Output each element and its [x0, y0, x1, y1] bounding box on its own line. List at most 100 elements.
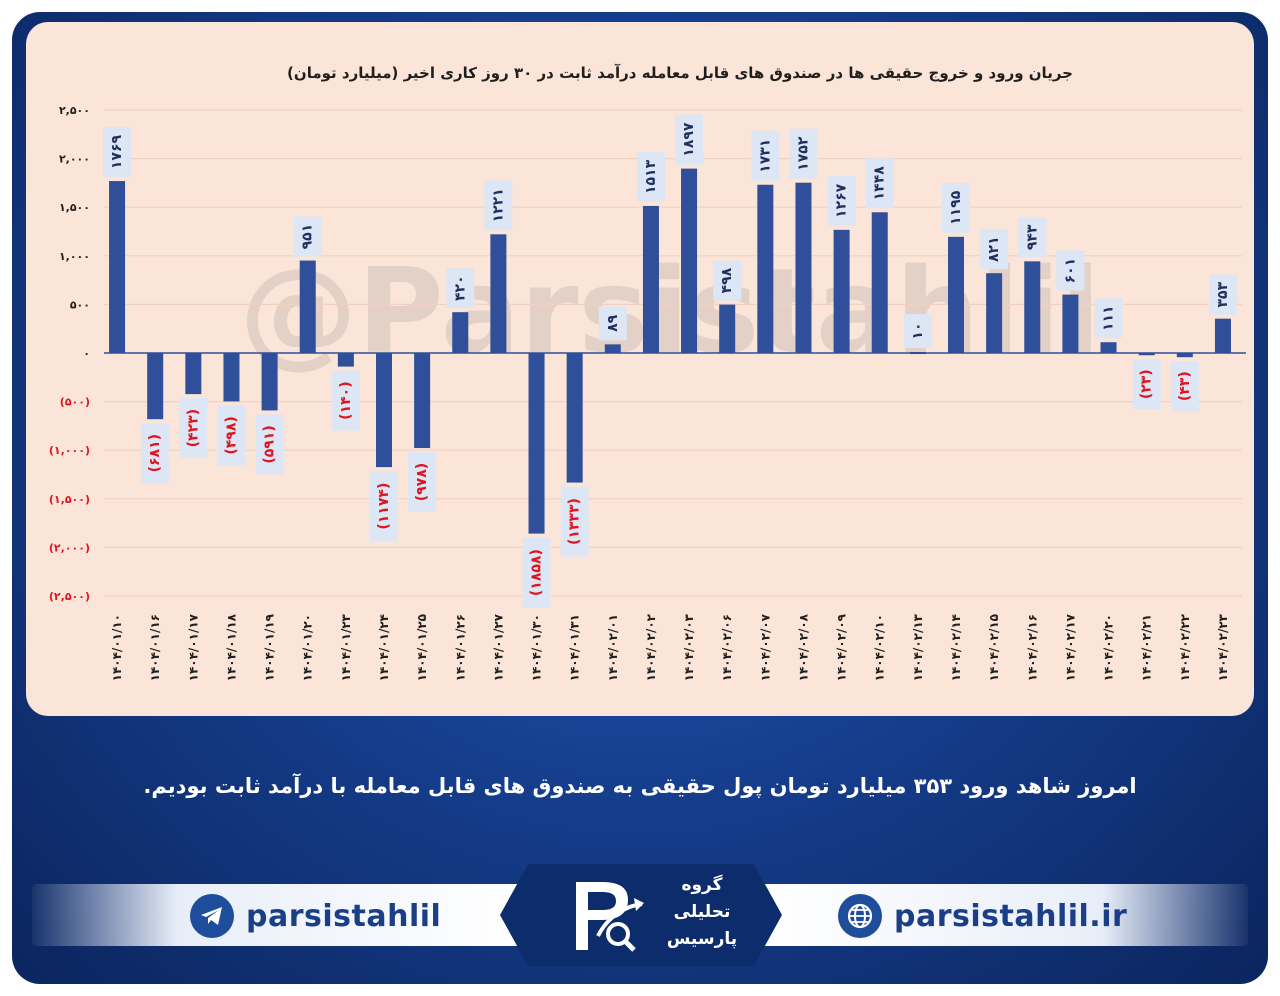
- y-tick-label: (۲,۰۰۰): [49, 541, 90, 554]
- data-label-box: [865, 158, 894, 209]
- bar: [1214, 318, 1231, 353]
- x-tick-label: ۱۴۰۴/۰۱/۲۷: [491, 613, 505, 681]
- chart-card: @Parsistahlil جریان ورود و خروج حقیقی ها …: [26, 22, 1254, 716]
- y-tick-label: (۱,۰۰۰): [49, 444, 90, 457]
- bar: [947, 236, 965, 353]
- logo-line-2: تحلیلی: [673, 902, 731, 922]
- data-label: ۹۴۳: [1024, 224, 1040, 250]
- data-label: (۴۳): [1177, 371, 1193, 401]
- x-tick-label: ۱۴۰۴/۰۲/۰۸: [796, 613, 810, 681]
- watermark-text: @Parsistahlil: [239, 242, 1100, 380]
- x-tick-label: ۱۴۰۴/۰۲/۱۳: [911, 613, 925, 681]
- data-label: ۱۴۴۸: [872, 166, 888, 201]
- x-tick-label: ۱۴۰۴/۰۱/۲۴: [377, 614, 391, 681]
- x-tick-label: ۱۴۰۴/۰۲/۰۶: [720, 614, 734, 681]
- bar: [681, 168, 698, 353]
- data-label-box: [713, 260, 742, 301]
- bar: [1024, 261, 1041, 353]
- bar: [261, 353, 278, 411]
- flow-bar-chart: @Parsistahlil جریان ورود و خروج حقیقی ها …: [49, 64, 1246, 681]
- data-label-box: [484, 180, 513, 231]
- bar: [642, 205, 659, 353]
- data-label-box: [179, 398, 208, 459]
- x-tick-label: ۱۴۰۴/۰۱/۲۵: [415, 614, 429, 681]
- data-label: ۶۰۱: [1062, 258, 1078, 284]
- data-label-box: [751, 130, 780, 181]
- y-tick-label: (۱,۵۰۰): [49, 493, 90, 506]
- data-label-box: [789, 128, 818, 179]
- telegram-handle-text: parsistahlil: [246, 898, 442, 934]
- y-tick-label: ۵۰۰: [70, 298, 90, 311]
- y-tick-label: (۵۰۰): [60, 396, 90, 409]
- data-label: (۱۴۰): [338, 381, 354, 419]
- data-label: ۴۲۰: [452, 275, 468, 301]
- bar: [757, 184, 774, 353]
- data-label: ۱۷۵۲: [795, 136, 811, 171]
- data-label-box: [331, 370, 360, 431]
- x-tick-label: ۱۴۰۴/۰۲/۰۲: [644, 613, 658, 681]
- bar: [719, 304, 736, 353]
- data-label: ۱۸۹۷: [681, 122, 697, 157]
- data-label: ۴۹۸: [719, 267, 735, 293]
- logo-line-3: پارسیس: [666, 929, 738, 949]
- bar: [986, 273, 1003, 353]
- chart-title: جریان ورود و خروج حقیقی ها در صندوق های …: [287, 64, 1073, 82]
- data-label-box: [1170, 361, 1199, 412]
- bar: [528, 353, 545, 534]
- data-label-box: [293, 216, 322, 257]
- data-label-box: [1056, 250, 1085, 291]
- y-tick-label: ۲,۵۰۰: [59, 104, 90, 117]
- bar: [871, 212, 888, 353]
- data-label: (۵۹۱): [262, 425, 278, 463]
- logo-panel: [500, 864, 782, 966]
- x-tick-label: ۱۴۰۴/۰۱/۱۰: [110, 614, 124, 681]
- y-tick-label: ۲,۰۰۰: [59, 153, 90, 166]
- x-tick-label: ۱۴۰۴/۰۲/۱۶: [1025, 614, 1039, 681]
- bar: [109, 181, 126, 353]
- website-text: parsistahlil.ir: [894, 898, 1128, 934]
- data-label-box: [1208, 274, 1237, 315]
- data-label: ۱۷۶۹: [109, 135, 125, 170]
- data-label-box: [408, 452, 437, 513]
- bar: [566, 353, 583, 483]
- data-label-box: [141, 423, 170, 484]
- bar: [1138, 353, 1155, 356]
- data-label: (۲۳): [1139, 369, 1155, 399]
- bar: [1176, 353, 1193, 358]
- website-link[interactable]: parsistahlil.ir: [838, 892, 1127, 940]
- data-label-box: [446, 268, 475, 309]
- bar: [1100, 342, 1117, 353]
- bar: [604, 344, 621, 353]
- y-tick-label: ۱,۵۰۰: [59, 201, 90, 214]
- data-label-box: [675, 114, 704, 165]
- x-tick-label: ۱۴۰۴/۰۲/۱۰: [873, 614, 887, 681]
- data-label-box: [636, 151, 665, 202]
- bar: [795, 182, 812, 353]
- x-tick-label: ۱۴۰۴/۰۱/۲۰: [301, 614, 315, 681]
- y-tick-label: (۲,۵۰۰): [49, 590, 90, 603]
- x-tick-label: ۱۴۰۴/۰۲/۱۵: [987, 614, 1001, 681]
- data-label-box: [1132, 359, 1161, 410]
- logo-text: گروه تحلیلی پارسیس: [652, 872, 752, 953]
- data-label-box: [103, 127, 132, 178]
- data-label: ۸۹: [605, 314, 621, 332]
- data-label: ۱۷۳۱: [757, 139, 773, 173]
- data-label: ۱۲۶۷: [834, 183, 850, 218]
- telegram-handle[interactable]: parsistahlil: [190, 892, 441, 940]
- data-label: ۸۲۱: [986, 236, 1002, 262]
- data-label: (۴۹۸): [223, 416, 239, 454]
- data-label: (۱۱۷۴): [376, 483, 392, 530]
- data-label: (۶۸۱): [147, 434, 163, 472]
- data-label-box: [980, 229, 1009, 270]
- x-tick-label: ۱۴۰۴/۰۲/۱۴: [949, 614, 963, 681]
- y-tick-label: ۰: [83, 347, 90, 360]
- x-tick-label: ۱۴۰۴/۰۲/۲۲: [1178, 613, 1192, 681]
- data-label: (۴۲۳): [185, 409, 201, 447]
- x-tick-label: ۱۴۰۴/۰۲/۰۷: [758, 613, 772, 681]
- bar: [833, 229, 850, 353]
- logo-icon: [568, 876, 646, 956]
- data-label: ۱۱۹۵: [948, 190, 964, 225]
- x-tick-label: ۱۴۰۴/۰۲/۲۱: [1140, 614, 1154, 681]
- data-label-box: [522, 537, 551, 608]
- summary-caption: امروز شاهد ورود ۳۵۳ میلیارد تومان پول حق…: [143, 774, 1137, 798]
